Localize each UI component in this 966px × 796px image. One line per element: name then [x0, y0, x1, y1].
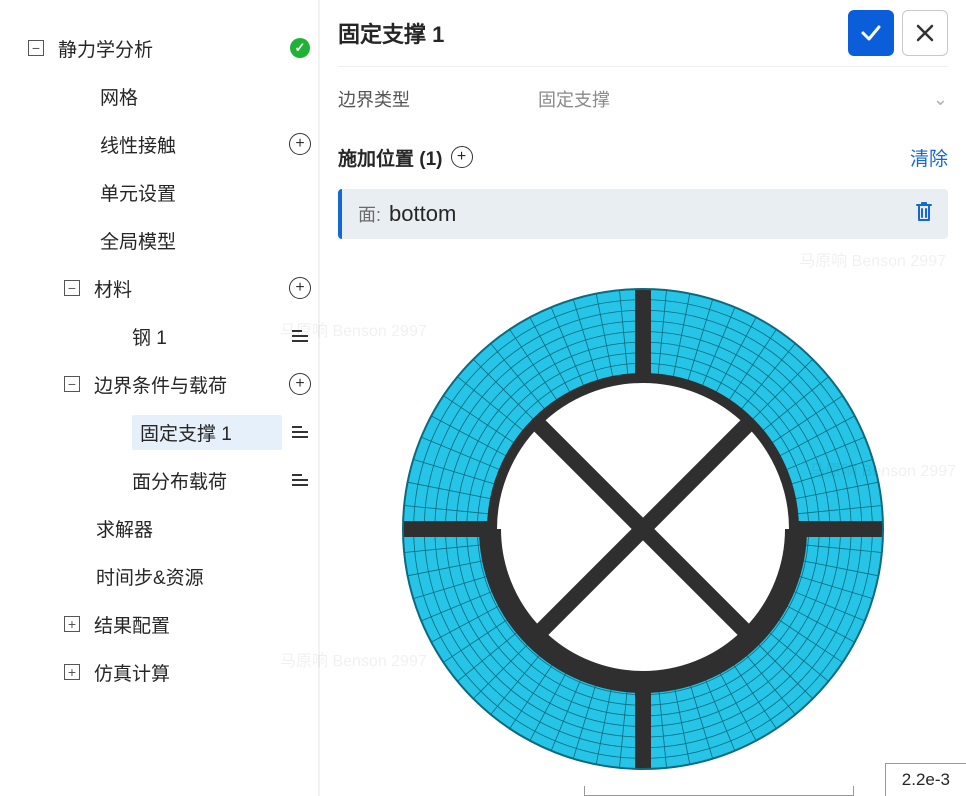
tree-item-surface-load[interactable]: 面分布载荷	[0, 456, 318, 504]
tree-label: 仿真计算	[94, 659, 282, 686]
tree-item-linear-contact[interactable]: 线性接触 +	[0, 120, 318, 168]
field-value: 固定支撑	[538, 86, 933, 112]
confirm-button[interactable]	[848, 10, 894, 56]
tree-label: 线性接触	[100, 131, 282, 158]
boundary-type-field[interactable]: 边界类型 固定支撑 ⌄	[338, 75, 948, 123]
viewport-3d[interactable]: 2.2e-3 马原响 Benson 2997 马原响 Benson 2997 马…	[320, 257, 966, 796]
chevron-down-icon: ⌄	[933, 89, 948, 110]
tree-item-mesh[interactable]: 网格	[0, 72, 318, 120]
tree-label: 固定支撑 1	[132, 415, 282, 450]
list-icon[interactable]	[282, 330, 318, 342]
add-icon[interactable]: +	[282, 277, 318, 299]
surface-prefix: 面:	[358, 201, 381, 227]
mesh-model	[383, 269, 903, 789]
field-label: 边界类型	[338, 86, 538, 112]
list-icon[interactable]	[282, 474, 318, 486]
expander-icon[interactable]: +	[64, 616, 80, 632]
property-panel: 固定支撑 1 边界类型 固定支撑 ⌄ 施加位置 (1) + 清除	[320, 0, 966, 257]
expander-icon[interactable]: −	[64, 280, 80, 296]
close-icon	[915, 23, 935, 43]
clear-link[interactable]: 清除	[910, 144, 948, 171]
tree-group-results[interactable]: + 结果配置	[0, 600, 318, 648]
tree-item-solver[interactable]: 求解器	[0, 504, 318, 552]
tree-group-boundary[interactable]: − 边界条件与载荷 +	[0, 360, 318, 408]
tree-label: 单元设置	[100, 179, 282, 206]
expander-icon[interactable]: −	[28, 40, 44, 56]
status-ok-icon: ✓	[282, 38, 318, 58]
tree-label: 静力学分析	[58, 35, 282, 62]
tree-group-simulation[interactable]: + 仿真计算	[0, 648, 318, 696]
expander-icon[interactable]: −	[64, 376, 80, 392]
list-icon[interactable]	[282, 426, 318, 438]
tree-item-global-model[interactable]: 全局模型	[0, 216, 318, 264]
apply-location-label: 施加位置 (1)	[338, 144, 443, 171]
expander-icon[interactable]: +	[64, 664, 80, 680]
tree-group-material[interactable]: − 材料 +	[0, 264, 318, 312]
tree-item-steel-1[interactable]: 钢 1	[0, 312, 318, 360]
delete-icon[interactable]	[914, 200, 934, 228]
scale-value: 2.2e-3	[885, 763, 966, 796]
tree-label: 面分布载荷	[132, 467, 282, 494]
sidebar-tree: − 静力学分析 ✓ 网格 线性接触 + 单元设置 全局模型 − 材料 + 钢 1	[0, 0, 318, 796]
tree-label: 边界条件与载荷	[94, 371, 282, 398]
add-icon[interactable]: +	[282, 373, 318, 395]
add-icon[interactable]: +	[282, 133, 318, 155]
surface-item-bottom[interactable]: 面: bottom	[338, 189, 948, 239]
tree-label: 材料	[94, 275, 282, 302]
tree-item-element-settings[interactable]: 单元设置	[0, 168, 318, 216]
surface-name: bottom	[389, 201, 456, 227]
tree-item-fixed-support-1[interactable]: 固定支撑 1	[0, 408, 318, 456]
tree-label: 求解器	[96, 515, 282, 542]
check-icon	[859, 21, 883, 45]
tree-label: 结果配置	[94, 611, 282, 638]
divider	[338, 66, 948, 67]
tree-label: 网格	[100, 83, 282, 110]
tree-label: 全局模型	[100, 227, 282, 254]
tree-root-static-analysis[interactable]: − 静力学分析 ✓	[0, 24, 318, 72]
tree-label: 时间步&资源	[96, 563, 282, 590]
panel-title: 固定支撑 1	[338, 17, 840, 49]
tree-item-timestep-resources[interactable]: 时间步&资源	[0, 552, 318, 600]
scale-bar	[584, 786, 854, 796]
add-location-button[interactable]: +	[451, 146, 473, 168]
close-button[interactable]	[902, 10, 948, 56]
tree-label: 钢 1	[132, 323, 282, 350]
